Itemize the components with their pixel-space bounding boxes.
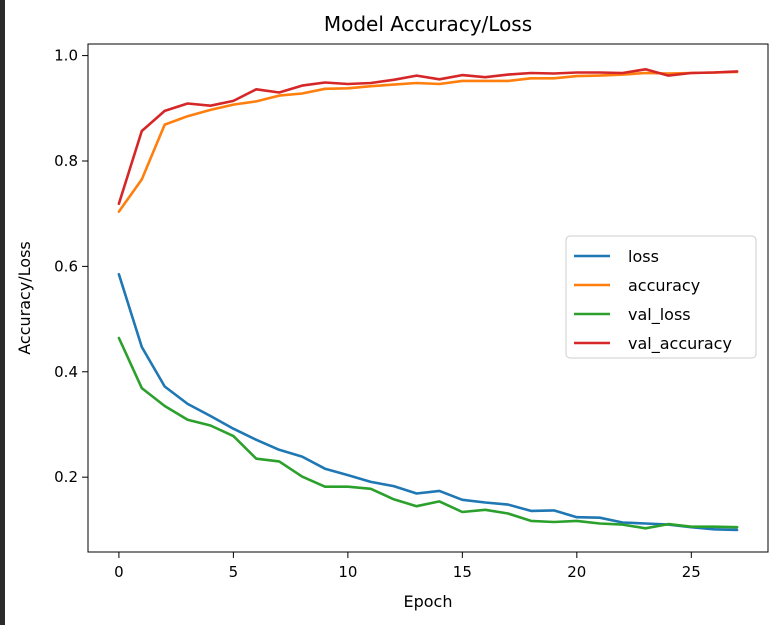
series-line-val-accuracy	[117, 68, 739, 205]
legend: loss accuracy val_loss val_accuracy	[565, 235, 757, 359]
y-tick-label: 0.4	[54, 363, 78, 381]
x-tick-label: 15	[453, 563, 472, 581]
plot-area: 0 5 10 15 20 25 0.2 0.4 0.6 0.8 1.0 loss accuracy val…	[54, 43, 769, 581]
x-tick-label: 5	[229, 563, 239, 581]
x-tick-label: 0	[114, 563, 124, 581]
window-left-border	[0, 0, 5, 625]
plot-frame	[87, 43, 769, 553]
x-axis-label: Epoch	[404, 592, 453, 611]
legend-label-val-loss: val_loss	[628, 305, 691, 325]
series-line-loss	[117, 272, 739, 532]
series-line-val-loss	[117, 336, 739, 530]
x-tick-label: 10	[338, 563, 357, 581]
legend-label-val-accuracy: val_accuracy	[628, 334, 732, 354]
chart-title: Model Accuracy/Loss	[324, 12, 532, 36]
x-tick-label: 25	[682, 563, 701, 581]
y-tick-label: 0.2	[54, 468, 78, 486]
y-tick-label: 0.8	[54, 152, 78, 170]
y-tick-label: 1.0	[54, 47, 78, 65]
legend-box	[565, 235, 757, 359]
series-line-accuracy	[117, 70, 739, 213]
x-tick-label: 20	[567, 563, 586, 581]
legend-label-accuracy: accuracy	[628, 276, 700, 295]
legend-label-loss: loss	[628, 247, 659, 266]
y-tick-label: 0.6	[54, 257, 78, 275]
y-axis-label: Accuracy/Loss	[15, 241, 34, 355]
